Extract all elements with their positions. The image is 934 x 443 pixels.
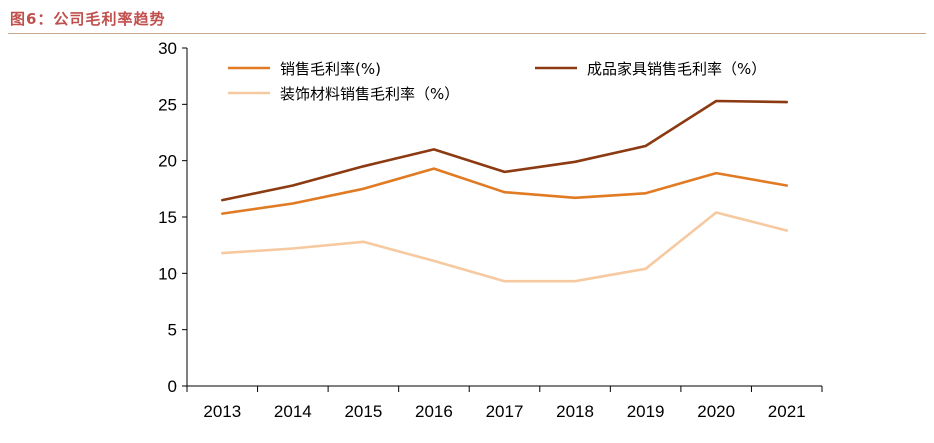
y-tick-label: 30 xyxy=(158,39,177,58)
series-line-3 xyxy=(221,211,789,283)
y-tick-label: 15 xyxy=(158,208,177,227)
legend-label-2: 成品家具销售毛利率（%） xyxy=(587,60,766,78)
x-tick-label: 2013 xyxy=(203,402,241,421)
y-tick-label: 10 xyxy=(158,264,177,283)
series-line-2 xyxy=(221,99,789,202)
series-line-1 xyxy=(221,167,789,215)
x-tick-label: 2017 xyxy=(486,402,524,421)
chart-legend: 销售毛利率(%) 成品家具销售毛利率（%） 装饰材料销售毛利率（%） xyxy=(228,60,766,103)
legend-label-3: 装饰材料销售毛利率（%） xyxy=(280,85,459,103)
y-tick-label: 25 xyxy=(158,95,177,114)
chart-series-lines xyxy=(221,99,789,283)
x-tick-label: 2016 xyxy=(415,402,453,421)
y-tick-label: 5 xyxy=(168,321,177,340)
y-tick-label: 0 xyxy=(168,377,177,396)
x-tick-label: 2015 xyxy=(344,402,382,421)
chart-axes: 0 5 10 15 20 25 30 2013 2014 2015 2016 2017 2018 2019… xyxy=(158,39,823,421)
x-tick-label: 2019 xyxy=(627,402,665,421)
title-divider xyxy=(8,33,926,34)
x-tick-label: 2021 xyxy=(768,402,806,421)
y-tick-label: 20 xyxy=(158,152,177,171)
figure-title: 图6：公司毛利率趋势 xyxy=(10,10,166,28)
x-tick-label: 2014 xyxy=(274,402,312,421)
x-tick-label: 2020 xyxy=(697,402,735,421)
legend-label-1: 销售毛利率(%) xyxy=(280,60,381,78)
x-tick-label: 2018 xyxy=(556,402,594,421)
